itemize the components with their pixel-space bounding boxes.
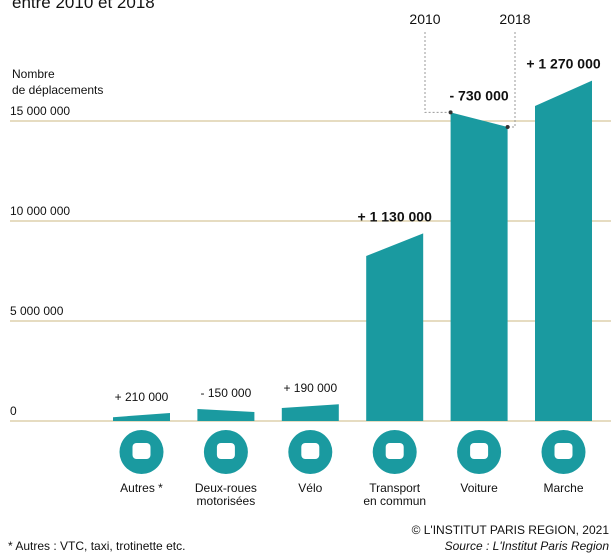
change-label: + 210 000 <box>115 390 169 404</box>
icon-glyph <box>301 443 320 459</box>
icon-glyph <box>132 443 151 459</box>
legend-label: 2010 <box>409 11 440 27</box>
credit: © L'INSTITUT PARIS REGION, 2021 <box>412 523 610 537</box>
bar <box>535 80 592 421</box>
y-tick-label: 0 <box>10 404 17 418</box>
icon-glyph <box>554 443 573 459</box>
bar <box>450 112 508 422</box>
x-tick-label: Deux-roues <box>195 481 257 495</box>
y-axis-label: Nombre <box>12 67 55 81</box>
x-tick-label: en commun <box>363 494 426 508</box>
change-label: - 730 000 <box>450 87 509 103</box>
change-label: + 190 000 <box>283 381 337 395</box>
change-label: + 1 270 000 <box>526 56 601 72</box>
legend-label: 2018 <box>499 11 530 27</box>
chart-title: entre 2010 et 2018 <box>12 0 155 12</box>
legend-leader <box>424 32 451 113</box>
x-tick-label: Transport <box>369 481 421 495</box>
change-label: + 1 130 000 <box>358 208 433 224</box>
x-tick-label: Autres * <box>120 481 163 495</box>
footnote: * Autres : VTC, taxi, trotinette etc. <box>8 539 185 553</box>
source: Source : L'Institut Paris Region <box>445 539 610 553</box>
bar <box>281 404 339 421</box>
x-tick-label: Vélo <box>298 481 322 495</box>
x-tick-label: motorisées <box>197 494 256 508</box>
y-tick-label: 15 000 000 <box>10 104 70 118</box>
x-tick-label: Voiture <box>460 481 498 495</box>
y-axis-label: de déplacements <box>12 83 103 97</box>
legend-dot <box>448 110 453 115</box>
icon-glyph <box>216 443 235 459</box>
y-tick-label: 10 000 000 <box>10 204 70 218</box>
legend-dot <box>505 125 510 129</box>
change-label: - 150 000 <box>201 386 252 400</box>
bar <box>113 413 170 421</box>
legend-leader <box>507 32 516 128</box>
icon-glyph <box>470 443 489 459</box>
bar <box>366 233 424 421</box>
x-tick-label: Marche <box>543 481 583 495</box>
icon-glyph <box>385 443 404 459</box>
bar <box>197 409 255 421</box>
y-tick-label: 5 000 000 <box>10 304 64 318</box>
